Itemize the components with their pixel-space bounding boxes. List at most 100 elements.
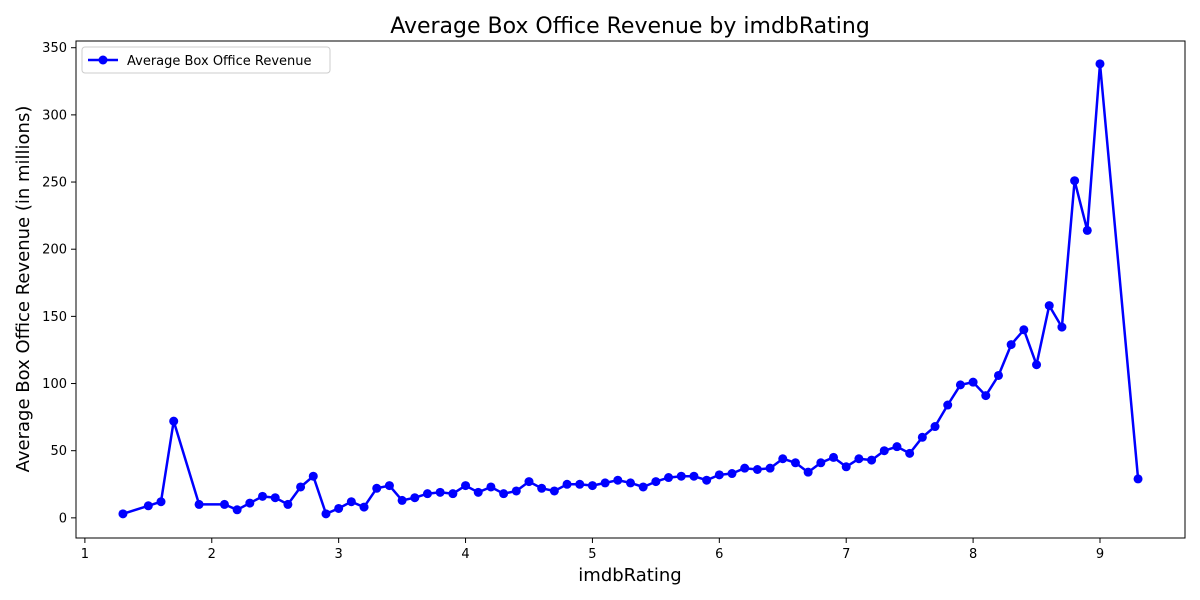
data-point [283,499,293,509]
data-point [359,502,369,512]
series-line [122,62,1140,516]
x-tick-label: 6 [715,547,723,562]
data-point [765,463,775,473]
x-tick-label: 1 [81,547,89,562]
data-point [714,470,724,480]
data-point [1133,474,1143,484]
data-point [448,489,458,499]
data-point [968,377,978,387]
y-tick-label: 250 [42,176,67,191]
data-point [308,471,318,481]
legend-marker [98,55,108,65]
x-tick-label: 5 [588,547,596,562]
y-tick-label: 350 [42,41,67,56]
data-point [562,479,572,489]
x-tick-label: 7 [842,547,850,562]
data-point [219,499,229,509]
data-point [740,463,750,473]
x-tick-label: 3 [335,547,343,562]
data-point [702,475,712,485]
data-point [803,467,813,477]
data-point [778,454,788,464]
data-point [841,462,851,472]
data-point [1032,360,1042,370]
data-point [867,455,877,465]
data-point [245,498,255,508]
data-point [473,487,483,497]
legend-box [81,46,331,74]
data-point [258,491,268,501]
y-axis-title: Average Box Office Revenue (in millions) [13,106,34,473]
y-tick-label: 100 [42,377,67,392]
data-point [194,499,204,509]
x-tick-label: 4 [461,547,469,562]
data-point [905,448,915,458]
y-axis: 0 50 100 150 200 250 300 350 [42,41,76,526]
data-point [727,469,737,479]
data-point [1044,301,1054,311]
series-layer [118,59,1143,519]
data-point [499,489,509,499]
data-point [651,477,661,487]
data-point [549,486,559,496]
data-point [410,493,420,503]
data-point [626,478,635,488]
data-point [397,495,407,505]
y-tick-label: 300 [42,108,67,123]
data-point [943,400,953,410]
data-point [372,483,382,493]
data-point [613,475,623,485]
data-point [232,505,242,515]
x-axis: 1 2 3 4 5 6 7 8 9 [81,538,1104,562]
data-point [1095,59,1105,69]
y-tick-label: 50 [50,444,67,459]
data-point [511,486,521,496]
data-point [1082,225,1092,235]
data-point [270,493,280,503]
data-point [296,482,306,492]
data-point [955,380,965,390]
data-point [346,497,356,507]
data-point [981,391,991,401]
legend: Average Box Office Revenue [81,46,331,74]
data-point [169,416,179,426]
data-point [600,478,610,488]
data-point [664,473,674,483]
data-point [829,452,839,462]
y-tick-label: 200 [42,243,67,258]
y-tick-label: 150 [42,310,67,325]
data-point [384,481,394,491]
data-point [435,487,445,497]
legend-label: Average Box Office Revenue [127,54,312,69]
data-point [879,446,889,456]
data-point [993,370,1003,380]
data-point [676,471,686,481]
data-point [156,497,166,507]
chart-title: Average Box Office Revenue by imdbRating [390,14,870,39]
data-point [524,477,534,487]
data-point [790,458,800,468]
data-point [752,464,762,474]
data-point [1070,176,1080,186]
data-point [892,442,902,452]
data-point [638,482,648,492]
data-point [1006,340,1016,350]
data-point [321,509,331,519]
data-point [537,483,547,493]
data-point [486,482,496,492]
data-point [118,509,128,519]
data-point [461,481,471,491]
data-point [1057,322,1067,332]
x-tick-label: 9 [1096,547,1104,562]
data-point [854,454,864,464]
x-axis-title: imdbRating [578,565,681,586]
data-point [334,503,344,513]
y-tick-label: 0 [59,511,67,526]
data-point [917,432,927,442]
data-point [1019,325,1029,335]
plot-frame [75,40,1186,539]
data-point [422,489,432,499]
data-point [816,458,826,468]
